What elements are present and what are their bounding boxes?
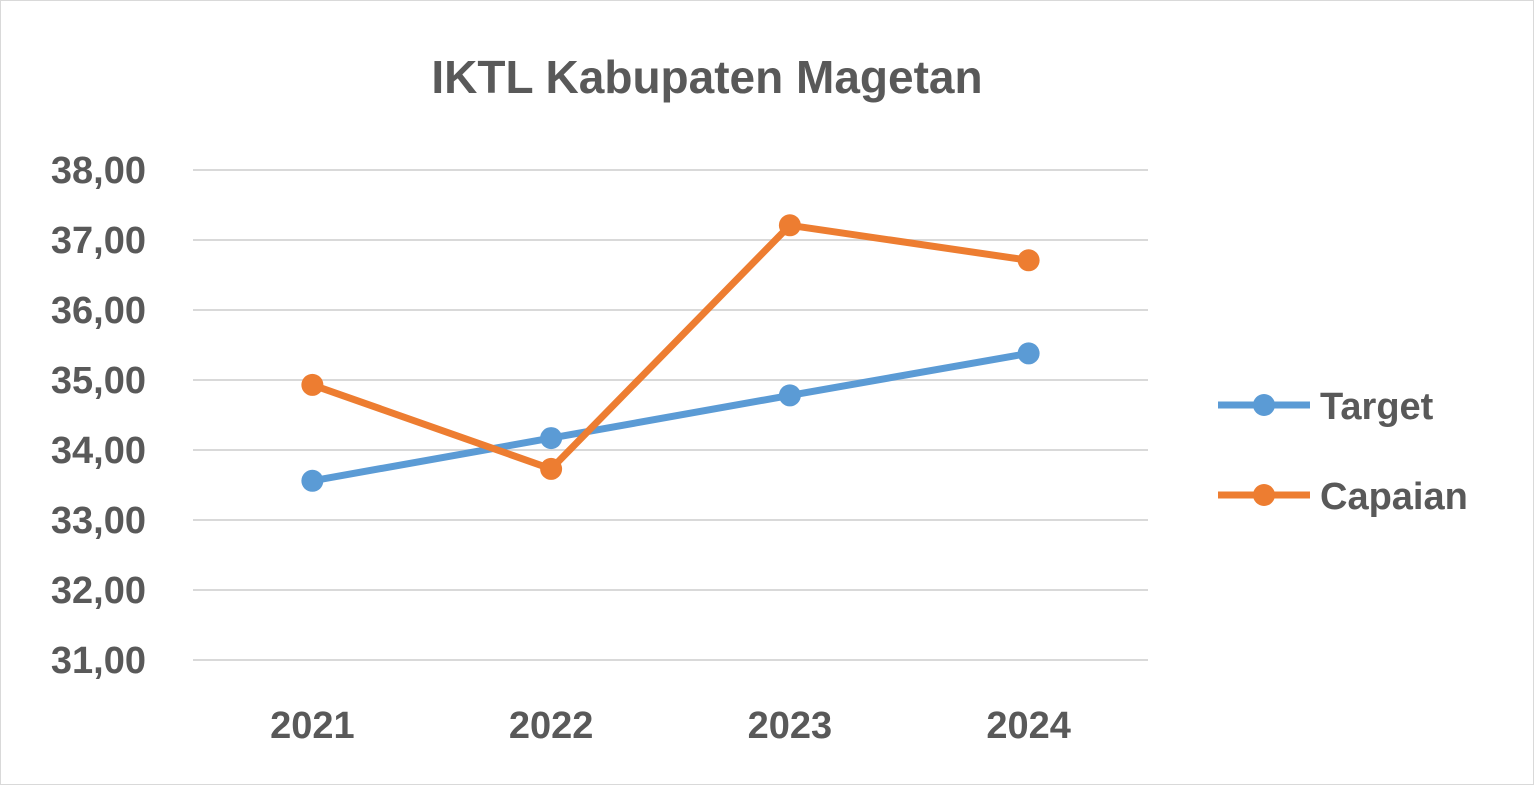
- gridlines: [193, 169, 1148, 661]
- legend-label-target: Target: [1320, 386, 1434, 428]
- legend-label-capaian: Capaian: [1320, 476, 1468, 518]
- data-point-target: [301, 469, 324, 492]
- y-axis-tick-labels: 31,00 32,00 33,00 34,00 35,00 36,00 37,00 38,00: [51, 150, 146, 682]
- y-tick-label: 34,00: [51, 430, 146, 472]
- data-point-capaian: [540, 457, 563, 480]
- x-tick-label: 2022: [509, 705, 594, 747]
- y-tick-label: 31,00: [51, 640, 146, 682]
- data-point-capaian: [301, 373, 324, 396]
- legend-marker-capaian: [1253, 484, 1275, 506]
- chart-title: IKTL Kabupaten Magetan: [431, 51, 982, 103]
- series-line-target: [311, 349, 1030, 485]
- y-tick-label: 32,00: [51, 570, 146, 612]
- x-tick-label: 2021: [270, 705, 355, 747]
- data-point-capaian: [778, 214, 801, 237]
- y-tick-label: 36,00: [51, 290, 146, 332]
- y-tick-label: 35,00: [51, 360, 146, 402]
- x-tick-label: 2023: [748, 705, 833, 747]
- data-point-target: [1017, 342, 1040, 365]
- y-tick-label: 37,00: [51, 220, 146, 262]
- data-point-target: [540, 427, 563, 450]
- series-lines: [311, 221, 1030, 485]
- series-line-capaian: [311, 221, 1030, 473]
- series-points: [301, 214, 1040, 492]
- legend-marker-target: [1253, 394, 1275, 416]
- data-point-target: [778, 384, 801, 407]
- x-axis-tick-labels: 2021 2022 2023 2024: [270, 705, 1071, 747]
- y-tick-label: 33,00: [51, 500, 146, 542]
- data-point-capaian: [1017, 249, 1040, 272]
- y-tick-label: 38,00: [51, 150, 146, 192]
- legend: Target Capaian: [1218, 386, 1468, 518]
- x-tick-label: 2024: [986, 705, 1071, 747]
